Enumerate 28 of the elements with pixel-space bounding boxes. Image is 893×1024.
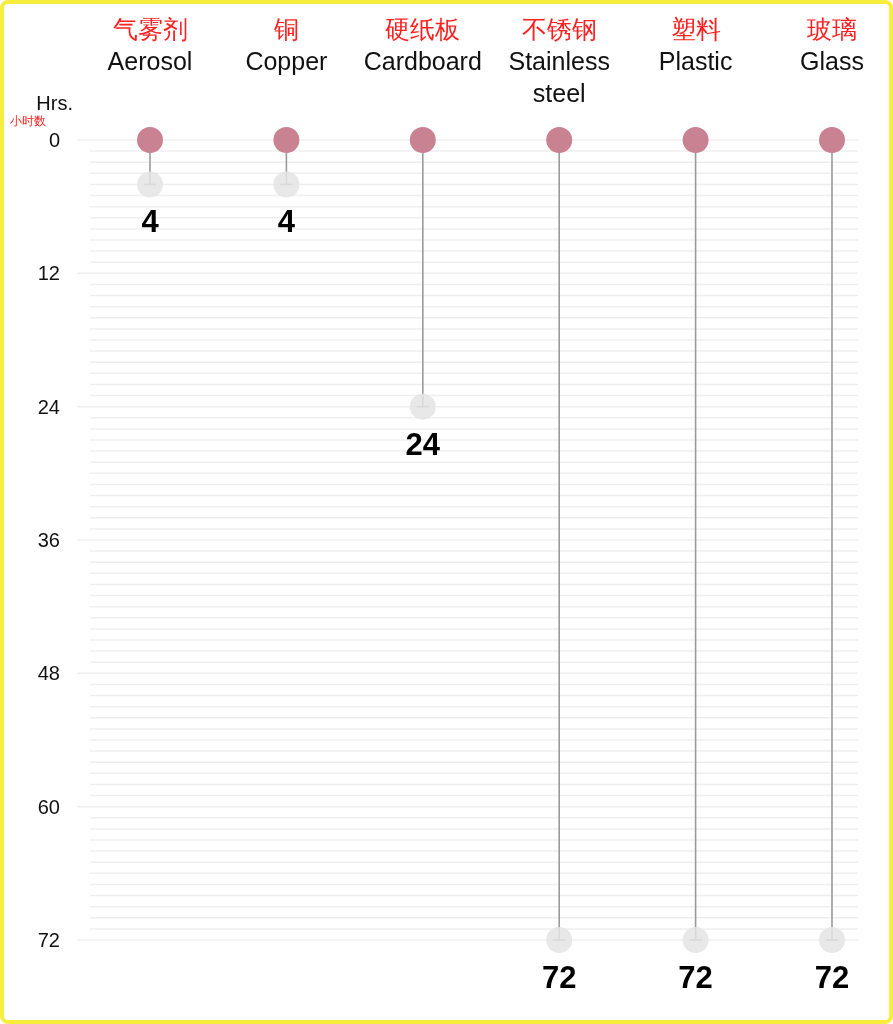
value-label: 4 <box>141 204 159 240</box>
category-label: steel <box>532 79 586 107</box>
value-label: 72 <box>678 960 713 995</box>
category-label: Plastic <box>658 47 733 75</box>
value-label: 24 <box>405 426 441 462</box>
y-tick-label: 36 <box>37 529 60 551</box>
value-label: 4 <box>277 204 295 240</box>
y-tick-label: 72 <box>37 929 60 951</box>
ylabel: Hrs. <box>36 92 73 114</box>
y-tick-label: 24 <box>37 395 60 418</box>
y-tick-label: 60 <box>37 795 60 818</box>
value-label: 72 <box>541 960 577 995</box>
category-label: Stainless <box>508 47 610 75</box>
ylabel: 小时数 <box>10 114 46 128</box>
category-label: Copper <box>245 47 328 75</box>
category-label: 不锈钢 <box>521 15 597 43</box>
value-label: 72 <box>814 960 850 995</box>
y-tick-label: 0 <box>48 129 60 151</box>
category-label: 玻璃 <box>807 15 857 43</box>
y-tick-label: 12 <box>37 262 60 285</box>
y-tick-label: 48 <box>37 662 60 685</box>
category-label: 硬纸板 <box>385 15 461 43</box>
category-label: 塑料 <box>670 15 721 43</box>
category-label: Aerosol <box>107 47 193 75</box>
category-label: Cardboard <box>363 47 482 75</box>
category-label: Glass <box>800 47 864 75</box>
category-label: 铜 <box>273 15 299 43</box>
category-label: 气雾剂 <box>112 15 188 43</box>
